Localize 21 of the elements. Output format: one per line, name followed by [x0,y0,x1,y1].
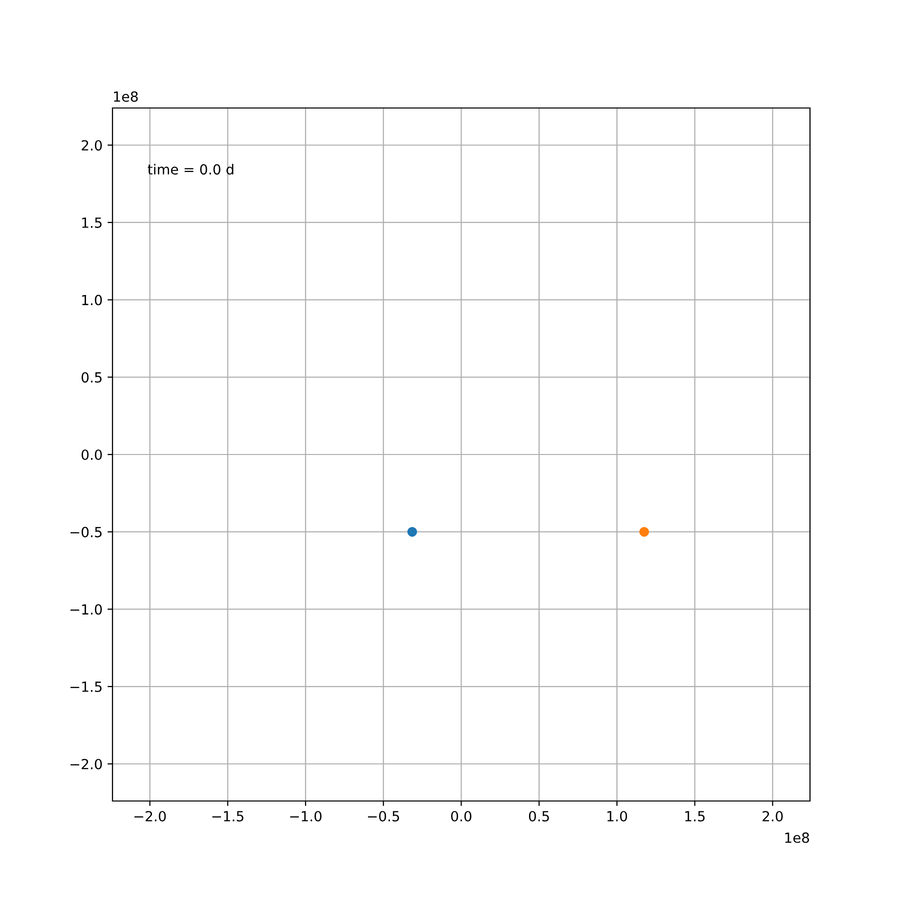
text: 1e8 [114,91,138,102]
y-tick-label: 2.0 [82,140,102,151]
y-tick-label: −0.5 [70,526,102,538]
annotation: time = 0.0 d [148,164,234,175]
y-tick-label: −1.5 [70,682,102,692]
y-tick-label: −2.0 [70,758,102,770]
x-tick-label: 0.5 [528,810,549,822]
x-tick-label: −1.5 [212,811,244,822]
x-tick-label: −1.0 [290,810,322,822]
x-tick-label: 2.0 [762,810,783,822]
y-tick-label: 1.5 [82,218,102,228]
y-tick-label: 1.0 [82,294,102,306]
x-tick-label: −0.5 [368,810,400,822]
x-tick-label: 1.5 [685,811,705,822]
x-tick-label: −2.0 [134,810,166,822]
y-tick-label: 0.5 [82,372,102,383]
y-tick-label: −1.0 [70,604,102,615]
y-tick-label: 0.0 [82,449,102,460]
text: 1e8 [785,832,810,843]
x-tick-label: 0.0 [451,810,472,822]
x-tick-label: 1.0 [607,810,628,822]
